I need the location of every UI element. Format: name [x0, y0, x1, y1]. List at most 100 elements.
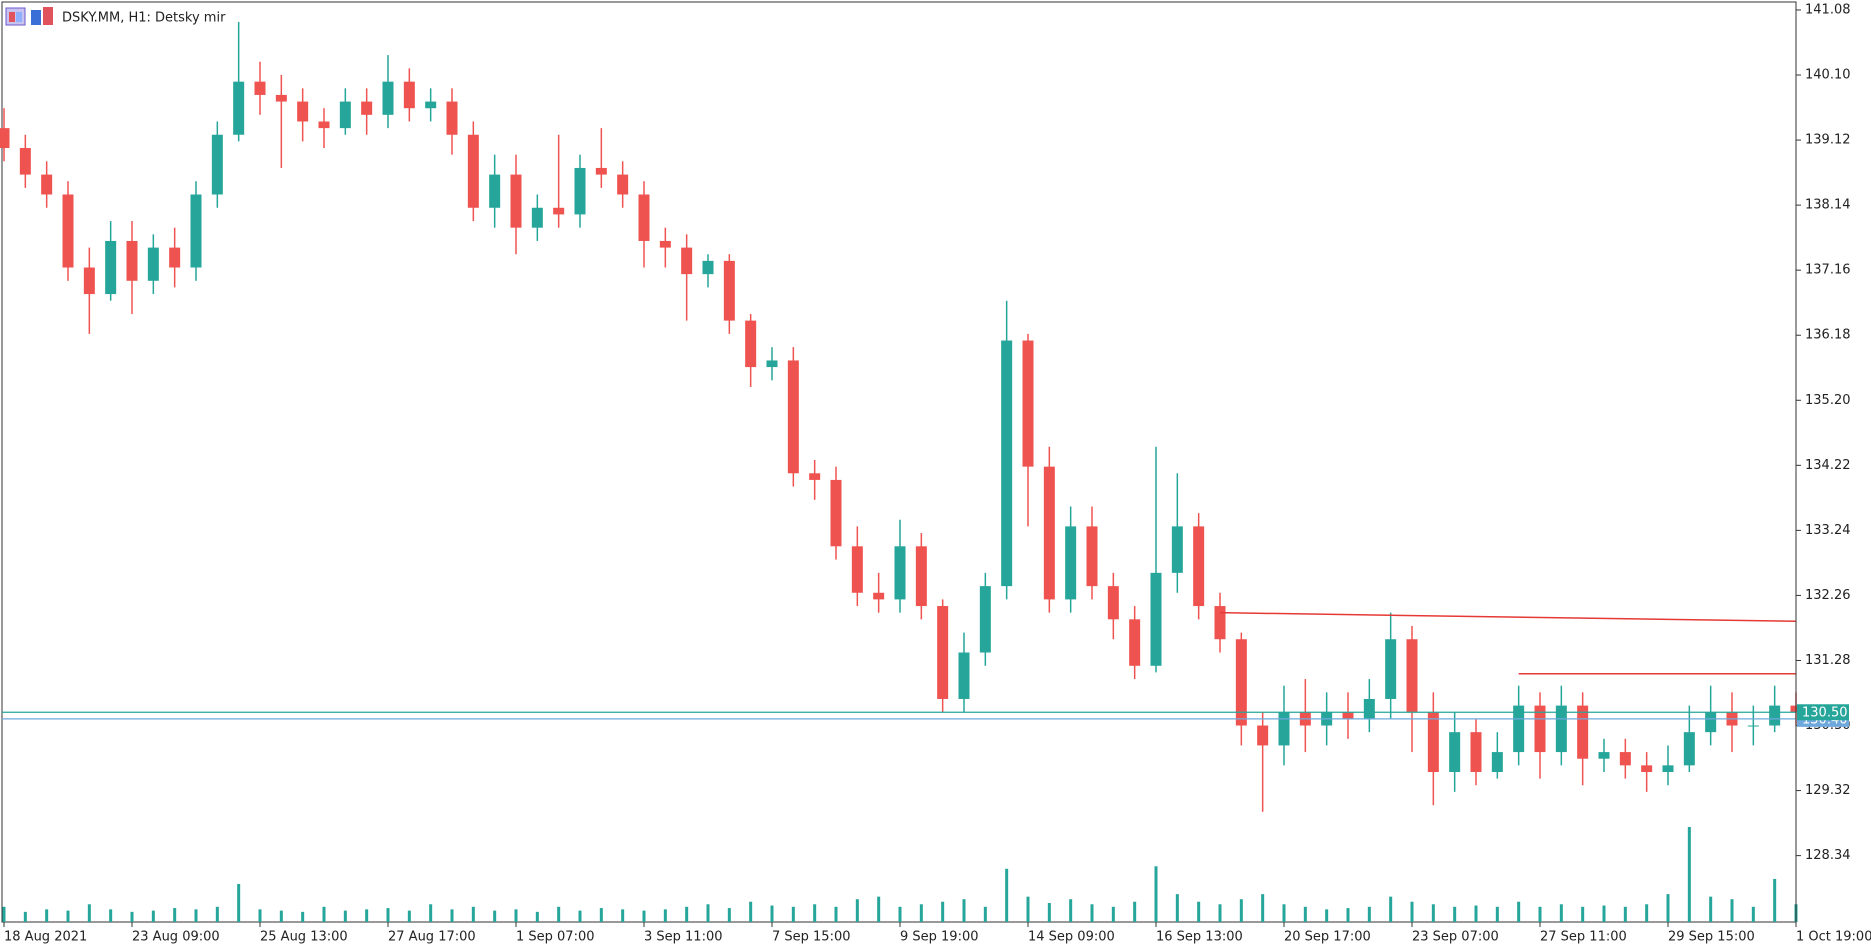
- candle-body: [1278, 712, 1290, 746]
- candle-body: [510, 174, 522, 228]
- volume-bar: [343, 910, 347, 922]
- candle-body: [233, 81, 245, 135]
- candle-body: [531, 207, 543, 228]
- candle-body: [0, 128, 10, 149]
- candle-body: [1555, 705, 1567, 753]
- volume-bar: [1410, 901, 1414, 922]
- candle-body: [723, 260, 735, 321]
- candle-body: [617, 174, 629, 195]
- x-tick-label: 29 Sep 15:00: [1668, 930, 1755, 945]
- candle-body: [467, 134, 479, 208]
- volume-bar: [66, 910, 70, 922]
- volume-bar: [1517, 901, 1521, 922]
- y-tick-label: 137.16: [1805, 263, 1851, 278]
- candle-body: [894, 546, 906, 600]
- candle-body: [275, 94, 287, 102]
- x-tick-label: 3 Sep 11:00: [644, 930, 723, 945]
- icon-window-part: [9, 12, 15, 22]
- y-tick-label: 133.24: [1805, 523, 1851, 538]
- price-level-label: 130.50: [1802, 706, 1848, 721]
- icon-window[interactable]: [5, 7, 26, 26]
- volume-bar: [1154, 866, 1158, 922]
- y-tick-label: 129.32: [1805, 783, 1851, 798]
- candle-body: [425, 101, 437, 109]
- candle-body: [1086, 526, 1098, 587]
- candle-body: [595, 167, 607, 175]
- volume-bar: [1047, 903, 1051, 922]
- candle-body: [361, 101, 373, 115]
- price-level-box: [1797, 704, 1849, 721]
- candle-body: [1107, 586, 1119, 620]
- volume-bar: [23, 911, 27, 922]
- trend-line: [1219, 611, 1797, 623]
- volume-bar: [45, 909, 49, 922]
- candle-body: [1001, 340, 1013, 587]
- volume-bar: [1730, 899, 1734, 922]
- volume-bar: [279, 910, 283, 922]
- candle-body: [681, 247, 693, 275]
- volume-bar: [1474, 905, 1478, 922]
- candle-body: [1705, 712, 1717, 733]
- candle-body: [659, 240, 671, 248]
- candle-body: [830, 479, 842, 547]
- volume-bar: [1133, 901, 1137, 922]
- volume-bar: [578, 910, 582, 922]
- x-tick-label: 14 Sep 09:00: [1028, 930, 1115, 945]
- x-tick-label: 9 Sep 19:00: [900, 930, 979, 945]
- volume-bar: [1751, 906, 1755, 922]
- x-tick-label: 1 Oct 19:00: [1796, 930, 1871, 945]
- volume-bar: [770, 905, 774, 922]
- candle-body: [1043, 466, 1055, 600]
- volume-bar: [1346, 908, 1350, 922]
- volume-bar: [919, 904, 923, 922]
- volume-bar: [130, 911, 134, 922]
- candle-body: [766, 360, 778, 368]
- volume-bar: [621, 909, 625, 922]
- volume-bar: [87, 904, 91, 922]
- volume-bar: [1687, 827, 1691, 922]
- y-tick-label: 134.22: [1805, 458, 1851, 473]
- volume-bar: [535, 911, 539, 922]
- volume-bar: [429, 904, 433, 922]
- volume-bar: [1581, 906, 1585, 922]
- icon-flag[interactable]: [43, 7, 53, 25]
- volume-bar: [2, 906, 6, 922]
- candle-body: [1747, 725, 1759, 727]
- candle-body: [41, 174, 53, 195]
- candle-body: [1214, 606, 1226, 640]
- candle-body: [1193, 526, 1205, 607]
- icon-flag[interactable]: [31, 10, 41, 25]
- x-tick-label: 16 Sep 13:00: [1156, 930, 1243, 945]
- volume-bar: [877, 896, 881, 922]
- volume-bar: [1090, 904, 1094, 922]
- volume-bar: [1495, 906, 1499, 922]
- volume-bar: [471, 906, 475, 922]
- candle-body: [1171, 526, 1183, 573]
- candle-body: [1427, 712, 1439, 772]
- candle-body: [19, 148, 31, 175]
- candle-body: [1342, 712, 1354, 719]
- candle-body: [403, 81, 415, 109]
- candle-body: [979, 586, 991, 653]
- candle-body: [915, 546, 927, 607]
- x-tick-label: 25 Aug 13:00: [260, 930, 348, 945]
- volume-bar: [1709, 896, 1713, 922]
- volume-bar: [237, 884, 241, 922]
- volume-bar: [663, 909, 667, 922]
- candle-body: [169, 247, 181, 268]
- candle-body: [1022, 340, 1034, 467]
- volume-bar: [791, 906, 795, 922]
- icon-window-part: [16, 12, 22, 22]
- candle-body: [1406, 639, 1418, 713]
- candle-body: [1491, 752, 1503, 772]
- candle-body: [958, 652, 970, 699]
- volume-bar: [1303, 906, 1307, 922]
- volume-bar: [450, 909, 454, 922]
- candle-body: [1257, 725, 1269, 746]
- volume-bar: [194, 909, 198, 922]
- candle-body: [1598, 752, 1610, 759]
- volume-bar: [1282, 904, 1286, 922]
- candle-body: [62, 194, 74, 268]
- volume-bar: [941, 901, 945, 922]
